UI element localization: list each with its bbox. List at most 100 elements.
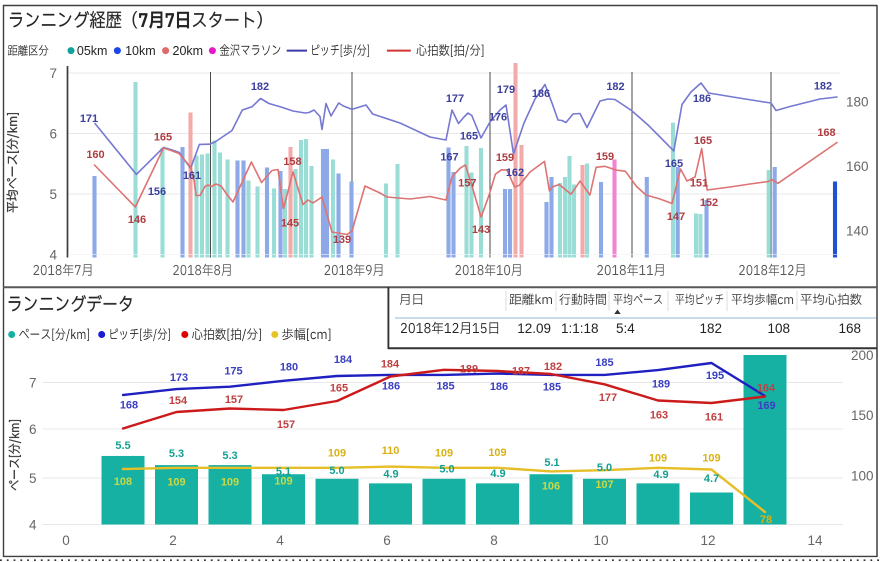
svg-text:168: 168 <box>120 400 138 412</box>
svg-text:189: 189 <box>652 379 670 391</box>
svg-text:12.09: 12.09 <box>517 321 551 336</box>
svg-text:185: 185 <box>595 357 613 369</box>
svg-text:151: 151 <box>690 178 708 190</box>
svg-text:157: 157 <box>277 419 295 431</box>
svg-text:5:4: 5:4 <box>616 321 635 336</box>
svg-text:159: 159 <box>596 151 614 163</box>
svg-text:108: 108 <box>767 321 790 336</box>
svg-text:160: 160 <box>86 149 104 161</box>
svg-text:20km: 20km <box>173 44 204 58</box>
svg-text:173: 173 <box>170 372 188 384</box>
svg-text:165: 165 <box>694 135 712 147</box>
svg-text:139: 139 <box>333 234 351 246</box>
svg-text:05km: 05km <box>77 44 108 58</box>
svg-text:110: 110 <box>382 445 400 457</box>
svg-text:175: 175 <box>224 366 242 378</box>
svg-text:182: 182 <box>814 81 832 93</box>
svg-text:184: 184 <box>334 354 353 366</box>
svg-text:109: 109 <box>328 448 346 460</box>
svg-text:109: 109 <box>702 453 720 465</box>
svg-text:10km: 10km <box>125 44 156 58</box>
svg-text:4: 4 <box>276 533 284 548</box>
svg-text:161: 161 <box>705 412 723 424</box>
svg-text:186: 186 <box>532 88 550 100</box>
svg-text:100: 100 <box>851 468 874 483</box>
svg-text:109: 109 <box>167 477 185 489</box>
svg-text:6: 6 <box>29 422 37 437</box>
svg-text:4.9: 4.9 <box>383 469 398 481</box>
svg-text:152: 152 <box>700 197 718 209</box>
svg-text:168: 168 <box>817 127 835 139</box>
svg-text:7: 7 <box>29 375 37 390</box>
svg-text:6: 6 <box>383 533 391 548</box>
svg-text:185: 185 <box>436 381 454 393</box>
svg-text:2: 2 <box>169 533 177 548</box>
svg-text:165: 165 <box>665 158 683 170</box>
svg-text:14: 14 <box>807 533 823 548</box>
svg-text:177: 177 <box>446 93 464 105</box>
svg-text:109: 109 <box>274 476 292 488</box>
svg-text:5.0: 5.0 <box>597 462 612 474</box>
svg-text:182: 182 <box>544 361 562 373</box>
svg-text:5.0: 5.0 <box>329 465 344 477</box>
svg-text:156: 156 <box>148 186 166 198</box>
svg-text:168: 168 <box>838 321 861 336</box>
svg-text:145: 145 <box>281 218 299 230</box>
svg-text:5.0: 5.0 <box>439 464 454 476</box>
svg-text:179: 179 <box>497 84 515 96</box>
svg-text:5.3: 5.3 <box>169 448 184 460</box>
svg-text:158: 158 <box>283 156 301 168</box>
svg-text:5: 5 <box>29 471 37 486</box>
svg-text:167: 167 <box>440 152 458 164</box>
svg-text:0: 0 <box>62 533 70 548</box>
svg-text:164: 164 <box>757 383 776 395</box>
svg-text:182: 182 <box>699 321 722 336</box>
svg-text:165: 165 <box>330 383 348 395</box>
svg-text:5.5: 5.5 <box>115 440 130 452</box>
svg-text:106: 106 <box>542 481 560 493</box>
svg-text:177: 177 <box>599 392 617 404</box>
svg-text:4.7: 4.7 <box>704 473 719 485</box>
svg-text:165: 165 <box>154 132 172 144</box>
svg-text:109: 109 <box>488 447 506 459</box>
svg-text:109: 109 <box>435 448 453 460</box>
svg-text:157: 157 <box>225 394 243 406</box>
svg-text:147: 147 <box>667 211 685 223</box>
svg-text:10: 10 <box>593 533 608 548</box>
svg-text:160: 160 <box>846 159 869 174</box>
svg-text:5.1: 5.1 <box>544 457 559 469</box>
svg-text:171: 171 <box>80 113 98 125</box>
svg-text:159: 159 <box>496 152 514 164</box>
svg-text:186: 186 <box>382 381 400 393</box>
svg-text:189: 189 <box>460 364 478 376</box>
svg-text:176: 176 <box>489 112 507 124</box>
svg-text:4.9: 4.9 <box>490 468 505 480</box>
svg-text:143: 143 <box>472 224 490 236</box>
svg-text:4: 4 <box>49 247 57 262</box>
svg-text:109: 109 <box>221 477 239 489</box>
svg-text:182: 182 <box>606 81 624 93</box>
svg-text:184: 184 <box>381 359 400 371</box>
svg-text:108: 108 <box>114 476 132 488</box>
svg-text:187: 187 <box>512 366 530 378</box>
svg-text:157: 157 <box>458 178 476 190</box>
svg-text:4.9: 4.9 <box>653 469 668 481</box>
svg-text:150: 150 <box>851 408 874 423</box>
svg-text:185: 185 <box>543 382 561 394</box>
svg-text:146: 146 <box>128 214 146 226</box>
svg-text:1:1:18: 1:1:18 <box>561 321 599 336</box>
svg-text:163: 163 <box>650 410 668 422</box>
svg-text:169: 169 <box>757 400 775 412</box>
svg-text:5: 5 <box>49 187 57 202</box>
svg-text:78: 78 <box>760 514 772 526</box>
svg-text:5.3: 5.3 <box>222 450 237 462</box>
svg-text:182: 182 <box>251 81 269 93</box>
svg-text:180: 180 <box>280 362 298 374</box>
svg-text:186: 186 <box>693 93 711 105</box>
svg-text:161: 161 <box>183 170 201 182</box>
svg-text:109: 109 <box>649 453 667 465</box>
svg-text:165: 165 <box>460 131 478 143</box>
svg-text:154: 154 <box>169 395 188 407</box>
svg-text:107: 107 <box>595 479 613 491</box>
svg-text:4: 4 <box>29 517 37 532</box>
